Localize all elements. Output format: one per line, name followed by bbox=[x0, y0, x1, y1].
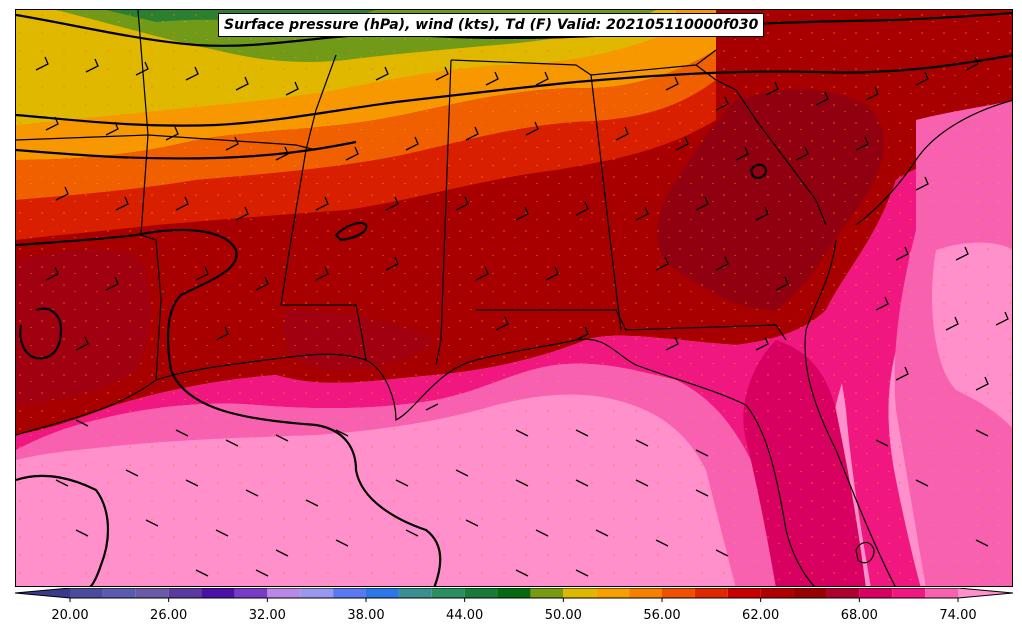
colorbar-segment bbox=[694, 588, 728, 598]
colorbar-segment bbox=[892, 588, 926, 598]
colorbar-segment bbox=[267, 588, 301, 598]
map-canvas bbox=[16, 10, 1012, 586]
colorbar bbox=[15, 588, 1013, 602]
colorbar-segment bbox=[629, 588, 662, 598]
colorbar-segment bbox=[793, 588, 827, 598]
colorbar-tick-label: 56.00 bbox=[643, 608, 681, 623]
colorbar-segment bbox=[398, 588, 432, 598]
colorbar-segment bbox=[925, 588, 958, 598]
colorbar-segment bbox=[102, 588, 136, 598]
isobars bbox=[16, 12, 1012, 586]
map-title: Surface pressure (hPa), wind (kts), Td (… bbox=[218, 13, 765, 37]
colorbar-segment bbox=[366, 588, 399, 598]
colorbar-segment bbox=[70, 588, 103, 598]
colorbar-tick-label: 74.00 bbox=[939, 608, 977, 623]
wind-barbs bbox=[35, 56, 1009, 577]
colorbar-tick-label: 32.00 bbox=[248, 608, 286, 623]
dewpoint-fill bbox=[16, 10, 1012, 586]
colorbar-segment bbox=[431, 588, 465, 598]
colorbar-tick-label: 68.00 bbox=[840, 608, 878, 623]
colorbar-segment bbox=[135, 588, 169, 598]
colorbar-segment bbox=[662, 588, 695, 598]
map-frame bbox=[15, 9, 1013, 587]
colorbar-segment bbox=[234, 588, 268, 598]
colorbar-segment bbox=[859, 588, 893, 598]
colorbar-segment bbox=[596, 588, 630, 598]
colorbar-tick-label: 50.00 bbox=[544, 608, 582, 623]
colorbar-segment bbox=[760, 588, 794, 598]
colorbar-segment bbox=[497, 588, 531, 598]
colorbar-segment bbox=[530, 588, 564, 598]
colorbar-segment bbox=[727, 588, 761, 598]
colorbar-tick-label: 38.00 bbox=[347, 608, 385, 623]
colorbar-tick-label: 20.00 bbox=[51, 608, 89, 623]
colorbar-tick-label: 62.00 bbox=[742, 608, 780, 623]
colorbar-tick-label: 26.00 bbox=[150, 608, 188, 623]
colorbar-segment bbox=[300, 588, 334, 598]
colorbar-segment bbox=[168, 588, 202, 598]
colorbar-segment bbox=[563, 588, 597, 598]
colorbar-segment bbox=[333, 588, 366, 598]
colorbar-segment bbox=[464, 588, 498, 598]
colorbar-segment bbox=[15, 588, 70, 598]
colorbar-tick-label: 44.00 bbox=[446, 608, 484, 623]
colorbar-segment bbox=[826, 588, 860, 598]
colorbar-segment bbox=[958, 588, 1013, 598]
colorbar-segment bbox=[201, 588, 235, 598]
boundaries bbox=[16, 10, 1012, 586]
